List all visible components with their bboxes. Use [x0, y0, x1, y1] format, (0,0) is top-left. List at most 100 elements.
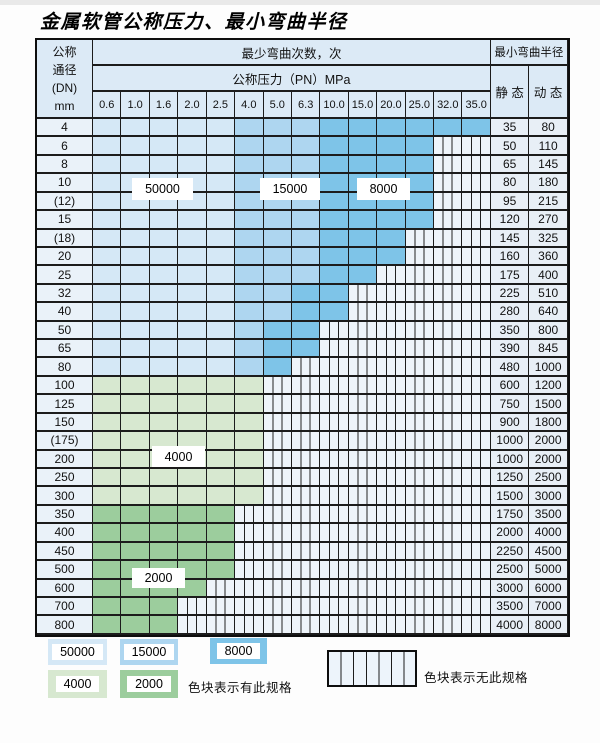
dn-cell: 150 [37, 413, 93, 433]
dynamic-value-cell: 80 [529, 119, 568, 138]
no-spec-cell [320, 376, 349, 396]
no-spec-cell [405, 413, 435, 433]
spec-cell [263, 247, 292, 267]
no-spec-cell [291, 469, 321, 488]
no-spec-cell [320, 505, 349, 525]
no-spec-cell [462, 395, 491, 414]
no-spec-cell [434, 542, 463, 562]
no-spec-cell [405, 561, 435, 580]
spec-cell [206, 432, 236, 451]
spec-cell [93, 395, 122, 414]
no-spec-cell [377, 321, 406, 341]
dn-header-line: (DN) [51, 80, 78, 95]
spec-cell [93, 247, 122, 267]
no-spec-cell [206, 616, 236, 635]
no-spec-cell [263, 469, 292, 488]
legend-swatch-15000: 15000 [120, 639, 178, 665]
dn-cell: 450 [37, 542, 93, 562]
spec-cell [291, 266, 321, 285]
static-value-cell: 3000 [490, 579, 530, 598]
no-spec-cell [405, 247, 435, 267]
no-spec-cell [348, 413, 378, 433]
no-spec-cell [377, 524, 406, 543]
no-spec-cell [291, 376, 321, 396]
static-value-cell: 225 [490, 284, 530, 304]
no-spec-cell [434, 413, 463, 433]
dn-cell: 40 [37, 303, 93, 322]
no-spec-cell [462, 266, 491, 285]
dn-cell: 20 [37, 247, 93, 267]
no-spec-cell [462, 340, 491, 359]
dn-header-line: 公称 [52, 44, 77, 59]
spec-cell [235, 413, 264, 433]
spec-cell [206, 321, 236, 341]
no-spec-cell [263, 524, 292, 543]
spec-cell [377, 119, 406, 138]
no-spec-cell [320, 524, 349, 543]
static-value-cell: 480 [490, 358, 530, 377]
no-spec-cell [462, 597, 491, 617]
spec-cell [263, 229, 292, 248]
no-spec-cell [377, 284, 406, 304]
spec-cell [178, 413, 207, 433]
spec-cell [377, 155, 406, 175]
no-spec-cell [235, 597, 264, 617]
spec-cell [121, 524, 150, 543]
no-spec-cell [462, 155, 491, 175]
static-value-cell: 1500 [490, 487, 530, 506]
spec-cell [149, 303, 179, 322]
spec-cell [320, 266, 349, 285]
spec-cell [178, 155, 207, 175]
cycles-count-label: 15000 [260, 178, 320, 200]
no-spec-cell [434, 155, 463, 175]
no-spec-cell [377, 413, 406, 433]
no-spec-cell [348, 524, 378, 543]
no-spec-cell [178, 616, 207, 635]
no-spec-cell [462, 321, 491, 341]
spec-cell [235, 211, 264, 230]
no-spec-cell [462, 561, 491, 580]
dn-cell: (175) [37, 432, 93, 451]
spec-cell [320, 284, 349, 304]
no-spec-cell [377, 616, 406, 635]
pressure-col-header: 4.0 [235, 92, 264, 119]
spec-cell [206, 211, 236, 230]
no-spec-cell [462, 579, 491, 598]
spec-cell [291, 119, 321, 138]
spec-cell [320, 192, 349, 212]
dn-header-line: 通径 [52, 62, 77, 77]
spec-cell [263, 358, 292, 377]
dynamic-value-cell: 400 [529, 266, 568, 285]
no-spec-cell [291, 505, 321, 525]
spec-cell [206, 542, 236, 562]
no-spec-cell [462, 413, 491, 433]
no-spec-cell [462, 505, 491, 525]
spec-cell [93, 376, 122, 396]
spec-cell [93, 174, 122, 193]
spec-cell [178, 542, 207, 562]
no-spec-cell [377, 542, 406, 562]
spec-cell [149, 487, 179, 506]
spec-cell [206, 376, 236, 396]
spec-cell [93, 597, 122, 617]
no-spec-cell [405, 469, 435, 488]
no-spec-cell [405, 303, 435, 322]
no-spec-cell [263, 487, 292, 506]
spec-cell [291, 284, 321, 304]
spec-cell [93, 542, 122, 562]
spec-cell [149, 229, 179, 248]
spec-cell [206, 505, 236, 525]
spec-cell [206, 174, 236, 193]
spec-cell [178, 505, 207, 525]
no-spec-cell [377, 432, 406, 451]
no-spec-cell [320, 450, 349, 470]
spec-cell [93, 303, 122, 322]
spec-cell [206, 137, 236, 156]
spec-cell [149, 395, 179, 414]
spec-cell [149, 616, 179, 635]
spec-cell [93, 340, 122, 359]
legend-has-spec-text: 色块表示有此规格 [188, 681, 293, 695]
no-spec-cell [348, 505, 378, 525]
pressure-col-header: 5.0 [263, 92, 292, 119]
dn-cell: 80 [37, 358, 93, 377]
